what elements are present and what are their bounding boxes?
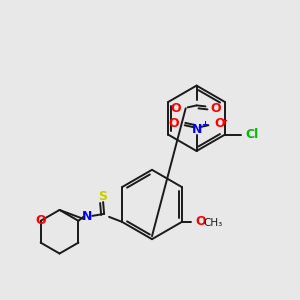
Text: N: N bbox=[82, 210, 92, 224]
Text: Cl: Cl bbox=[246, 128, 259, 141]
Text: O: O bbox=[35, 214, 46, 227]
Text: O: O bbox=[214, 117, 225, 130]
Text: O: O bbox=[168, 117, 179, 130]
Text: CH₃: CH₃ bbox=[204, 218, 223, 228]
Text: O: O bbox=[170, 102, 181, 115]
Text: -: - bbox=[222, 115, 227, 125]
Text: O: O bbox=[195, 215, 206, 228]
Text: N: N bbox=[191, 123, 202, 136]
Text: S: S bbox=[98, 190, 106, 202]
Text: +: + bbox=[202, 120, 208, 129]
Text: O: O bbox=[210, 102, 221, 115]
